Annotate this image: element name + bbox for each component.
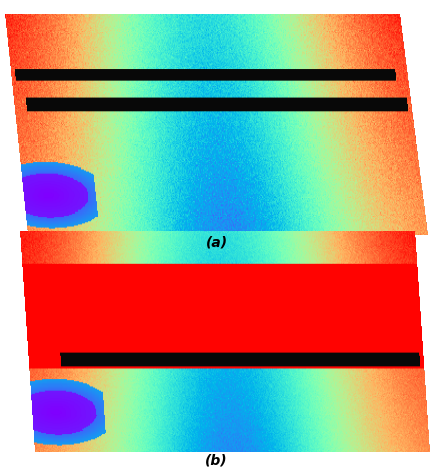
Text: (b): (b)	[205, 454, 228, 468]
Text: (a): (a)	[205, 236, 228, 250]
